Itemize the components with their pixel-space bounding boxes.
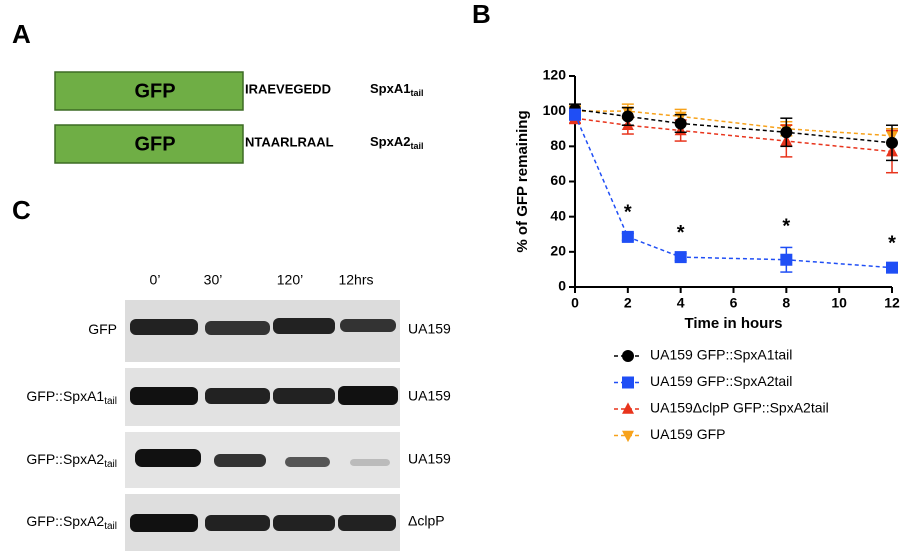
construct-name-sub: tail (410, 141, 423, 151)
band (135, 449, 201, 467)
legend-label: UA159ΔclpP GFP::SpxA2tail (650, 400, 829, 416)
panel-label: C (12, 195, 31, 225)
strain: UA159 (408, 451, 451, 467)
y-tick-label: 20 (550, 243, 566, 259)
band (350, 459, 390, 466)
series-line (574, 117, 893, 153)
row-label-sub: tail (104, 396, 117, 407)
y-tick-label: 60 (550, 172, 566, 188)
timepoint: 120’ (277, 272, 303, 288)
x-axis-title: Time in hours (684, 315, 782, 332)
band (205, 321, 270, 335)
band (285, 457, 330, 467)
x-tick-label: 8 (782, 295, 790, 311)
timepoint: 30’ (204, 272, 223, 288)
band (340, 319, 396, 332)
band (338, 386, 398, 405)
row-label-sub: tail (104, 459, 117, 470)
band (338, 515, 396, 531)
y-tick-label: 40 (550, 207, 566, 223)
construct-name: SpxA1tail (370, 81, 423, 98)
tail-sequence: IRAEVEGEDD (245, 81, 331, 96)
x-tick-label: 4 (677, 295, 685, 311)
row-label-main: GFP::SpxA2 (26, 513, 104, 529)
gfp-box (54, 124, 244, 164)
band (273, 318, 335, 334)
row-label: GFP (88, 321, 117, 337)
legend-marker (622, 402, 634, 414)
marker (674, 117, 687, 130)
x-tick-label: 2 (624, 295, 632, 311)
x-tick-label: 6 (730, 295, 738, 311)
marker (621, 110, 634, 123)
series-line (574, 114, 893, 269)
panel-label: B (472, 0, 491, 29)
timepoint: 0’ (150, 272, 161, 288)
band (273, 515, 335, 531)
marker (886, 261, 898, 274)
strain: UA159 (408, 321, 451, 337)
row-label-main: GFP::SpxA2 (26, 451, 104, 467)
construct-name: SpxA2tail (370, 134, 423, 151)
row-label-main: GFP (88, 321, 117, 337)
x-tick-label: 0 (571, 295, 579, 311)
band (205, 515, 270, 531)
band (130, 319, 198, 335)
gfp-box (54, 71, 244, 111)
y-tick-label: 100 (543, 102, 567, 118)
band (130, 514, 198, 532)
strain: ΔclpP (408, 513, 445, 529)
timepoint: 12hrs (338, 272, 373, 288)
significance-mark: * (888, 232, 896, 254)
blots (125, 300, 400, 551)
significance-mark: * (782, 216, 790, 238)
row-label-main: GFP::SpxA1 (26, 388, 104, 404)
y-tick-label: 80 (550, 137, 566, 153)
box-label: GFP (134, 80, 175, 102)
panel-label: A (12, 19, 31, 49)
row-label: GFP::SpxA1tail (26, 388, 117, 407)
legend-label: UA159 GFP (650, 426, 725, 442)
tail-sequence: NTAARLRAAL (245, 134, 334, 149)
legend-label: UA159 GFP::SpxA2tail (650, 373, 792, 389)
x-tick-label: 10 (831, 295, 847, 311)
strain: UA159 (408, 388, 451, 404)
box-label: GFP (134, 133, 175, 155)
band (130, 387, 198, 405)
marker (621, 230, 634, 243)
significance-mark: * (624, 202, 632, 224)
row-label: GFP::SpxA2tail (26, 451, 117, 470)
x-tick-label: 12 (884, 295, 900, 311)
row-label-sub: tail (104, 521, 117, 532)
band (214, 454, 266, 467)
marker (886, 136, 898, 149)
legend-marker (622, 376, 634, 389)
construct-name-main: SpxA1 (370, 81, 410, 96)
legend-label: UA159 GFP::SpxA1tail (650, 347, 792, 363)
legend-marker (622, 350, 634, 362)
y-tick-label: 0 (558, 278, 566, 294)
legend-marker (622, 430, 634, 443)
marker (569, 108, 581, 121)
band (205, 388, 270, 404)
band (273, 388, 335, 404)
marker (780, 253, 793, 266)
construct-name-main: SpxA2 (370, 134, 410, 149)
marker (674, 251, 687, 264)
y-tick-label: 120 (543, 67, 567, 83)
y-axis-title: % of GFP remaining (514, 110, 531, 252)
significance-mark: * (677, 222, 685, 244)
marker (780, 126, 793, 139)
construct-name-sub: tail (410, 88, 423, 98)
row-label: GFP::SpxA2tail (26, 513, 117, 532)
